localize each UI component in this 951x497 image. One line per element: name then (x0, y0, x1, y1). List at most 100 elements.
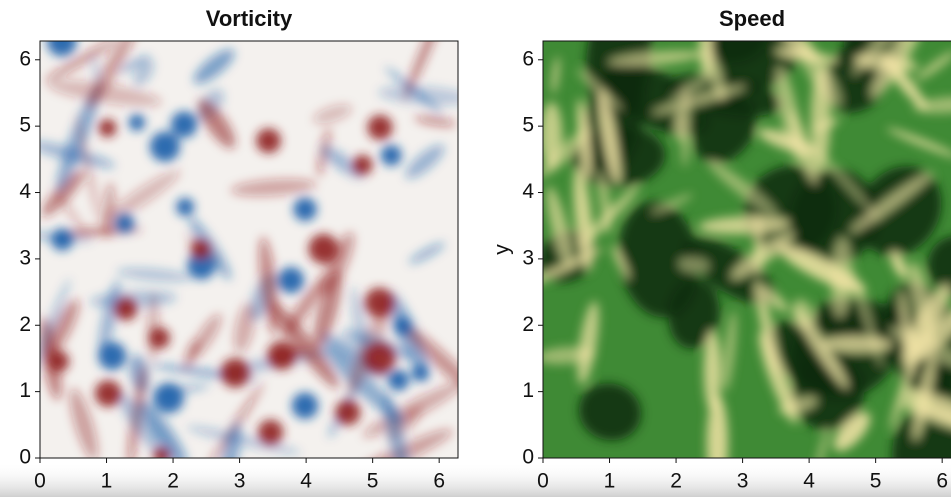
field-bright (776, 65, 804, 165)
field-bright (546, 186, 573, 268)
field-streak (54, 189, 89, 238)
field-bright (599, 89, 620, 186)
field-dark (892, 407, 951, 458)
field-vortex (114, 297, 138, 321)
field-bright (890, 251, 908, 279)
field-vortex (187, 251, 216, 280)
x-tick-label: 3 (234, 470, 246, 493)
field-vortex (335, 399, 361, 426)
field-streak (259, 236, 279, 336)
field-bright (723, 310, 737, 393)
field-vortex (267, 341, 296, 370)
field-bright (707, 160, 778, 216)
x-tick-label: 1 (604, 470, 616, 493)
field-blobs (40, 41, 458, 458)
field-vortex (149, 131, 180, 162)
plot-frame (542, 40, 951, 459)
field (543, 41, 951, 458)
field-streak (408, 242, 445, 264)
field-bright (833, 411, 871, 452)
field-vortex (352, 154, 373, 176)
field-vortex (148, 327, 170, 349)
field-streak (198, 99, 236, 149)
field-bright (543, 101, 563, 169)
y-tick-label: 3 (522, 246, 534, 269)
field-vortex (128, 114, 146, 131)
x-tick-label: 4 (803, 470, 815, 493)
x-tick-label: 4 (300, 470, 312, 493)
field-bright (706, 394, 729, 458)
y-tick-label: 1 (522, 379, 534, 402)
y-tick-label: 1 (19, 379, 31, 402)
y-tick-label: 4 (19, 180, 31, 203)
field-dark (685, 237, 775, 305)
field-vortex (94, 380, 122, 407)
field-bright (886, 127, 951, 158)
x-tick-label: 3 (737, 470, 749, 493)
field-bright (576, 68, 623, 111)
field-bright (915, 50, 951, 81)
field-bright (913, 353, 936, 441)
field-vortex (277, 267, 304, 294)
field-streak (378, 85, 458, 106)
field-vortex (48, 350, 70, 372)
x-tick-label: 6 (433, 470, 445, 493)
x-tick-label: 2 (167, 470, 179, 493)
field-bright (778, 396, 818, 415)
field-vortex (98, 341, 127, 371)
field-bright (651, 85, 747, 114)
field-bright (703, 330, 721, 412)
field-vortex (256, 128, 281, 154)
field-dark (578, 383, 642, 441)
bottom-shade (0, 462, 951, 497)
field-streak (382, 392, 412, 458)
field-streak (320, 146, 364, 179)
field-bright (880, 53, 928, 111)
field-streak (313, 104, 352, 124)
field-streak (116, 267, 193, 282)
field (40, 41, 458, 458)
field-bright (821, 335, 893, 353)
field-bright (611, 244, 630, 280)
field-bright (608, 50, 704, 66)
field-streak (405, 144, 445, 179)
field-dark (927, 235, 951, 298)
field-streak (56, 85, 100, 192)
field-streak (47, 80, 162, 107)
x-tick-label: 0 (537, 470, 549, 493)
field-vortex (411, 365, 428, 382)
field-dark (743, 165, 837, 256)
field-streak (414, 115, 457, 127)
x-tick-label: 0 (34, 470, 46, 493)
field-vortex (293, 197, 317, 221)
y-axis-label: y (491, 244, 514, 255)
chart-title: Vorticity (206, 6, 293, 31)
field-bright (774, 48, 838, 63)
field-vortex (220, 358, 250, 388)
field-bright (913, 96, 951, 114)
field-bright (678, 257, 710, 273)
field-vortex (291, 392, 319, 419)
field-bright (573, 166, 594, 271)
field-bright (909, 261, 935, 347)
field-streak (139, 398, 188, 458)
field-dark (857, 166, 942, 256)
field-streak (103, 182, 115, 238)
field-bright (815, 427, 829, 458)
x-tick-label: 5 (870, 470, 882, 493)
field-streak (230, 178, 317, 197)
field-dark (668, 279, 720, 349)
field-vortex (153, 382, 184, 414)
field-vortex (115, 213, 135, 233)
field-bright (850, 171, 934, 233)
field-streak (102, 170, 181, 225)
field-vortex (258, 419, 284, 445)
y-tick-label: 0 (19, 446, 31, 469)
y-tick-label: 6 (19, 47, 31, 70)
field-streak (86, 41, 137, 110)
field-streak (400, 322, 458, 403)
y-tick-label: 2 (522, 313, 534, 336)
y-tick-label: 5 (19, 114, 31, 137)
